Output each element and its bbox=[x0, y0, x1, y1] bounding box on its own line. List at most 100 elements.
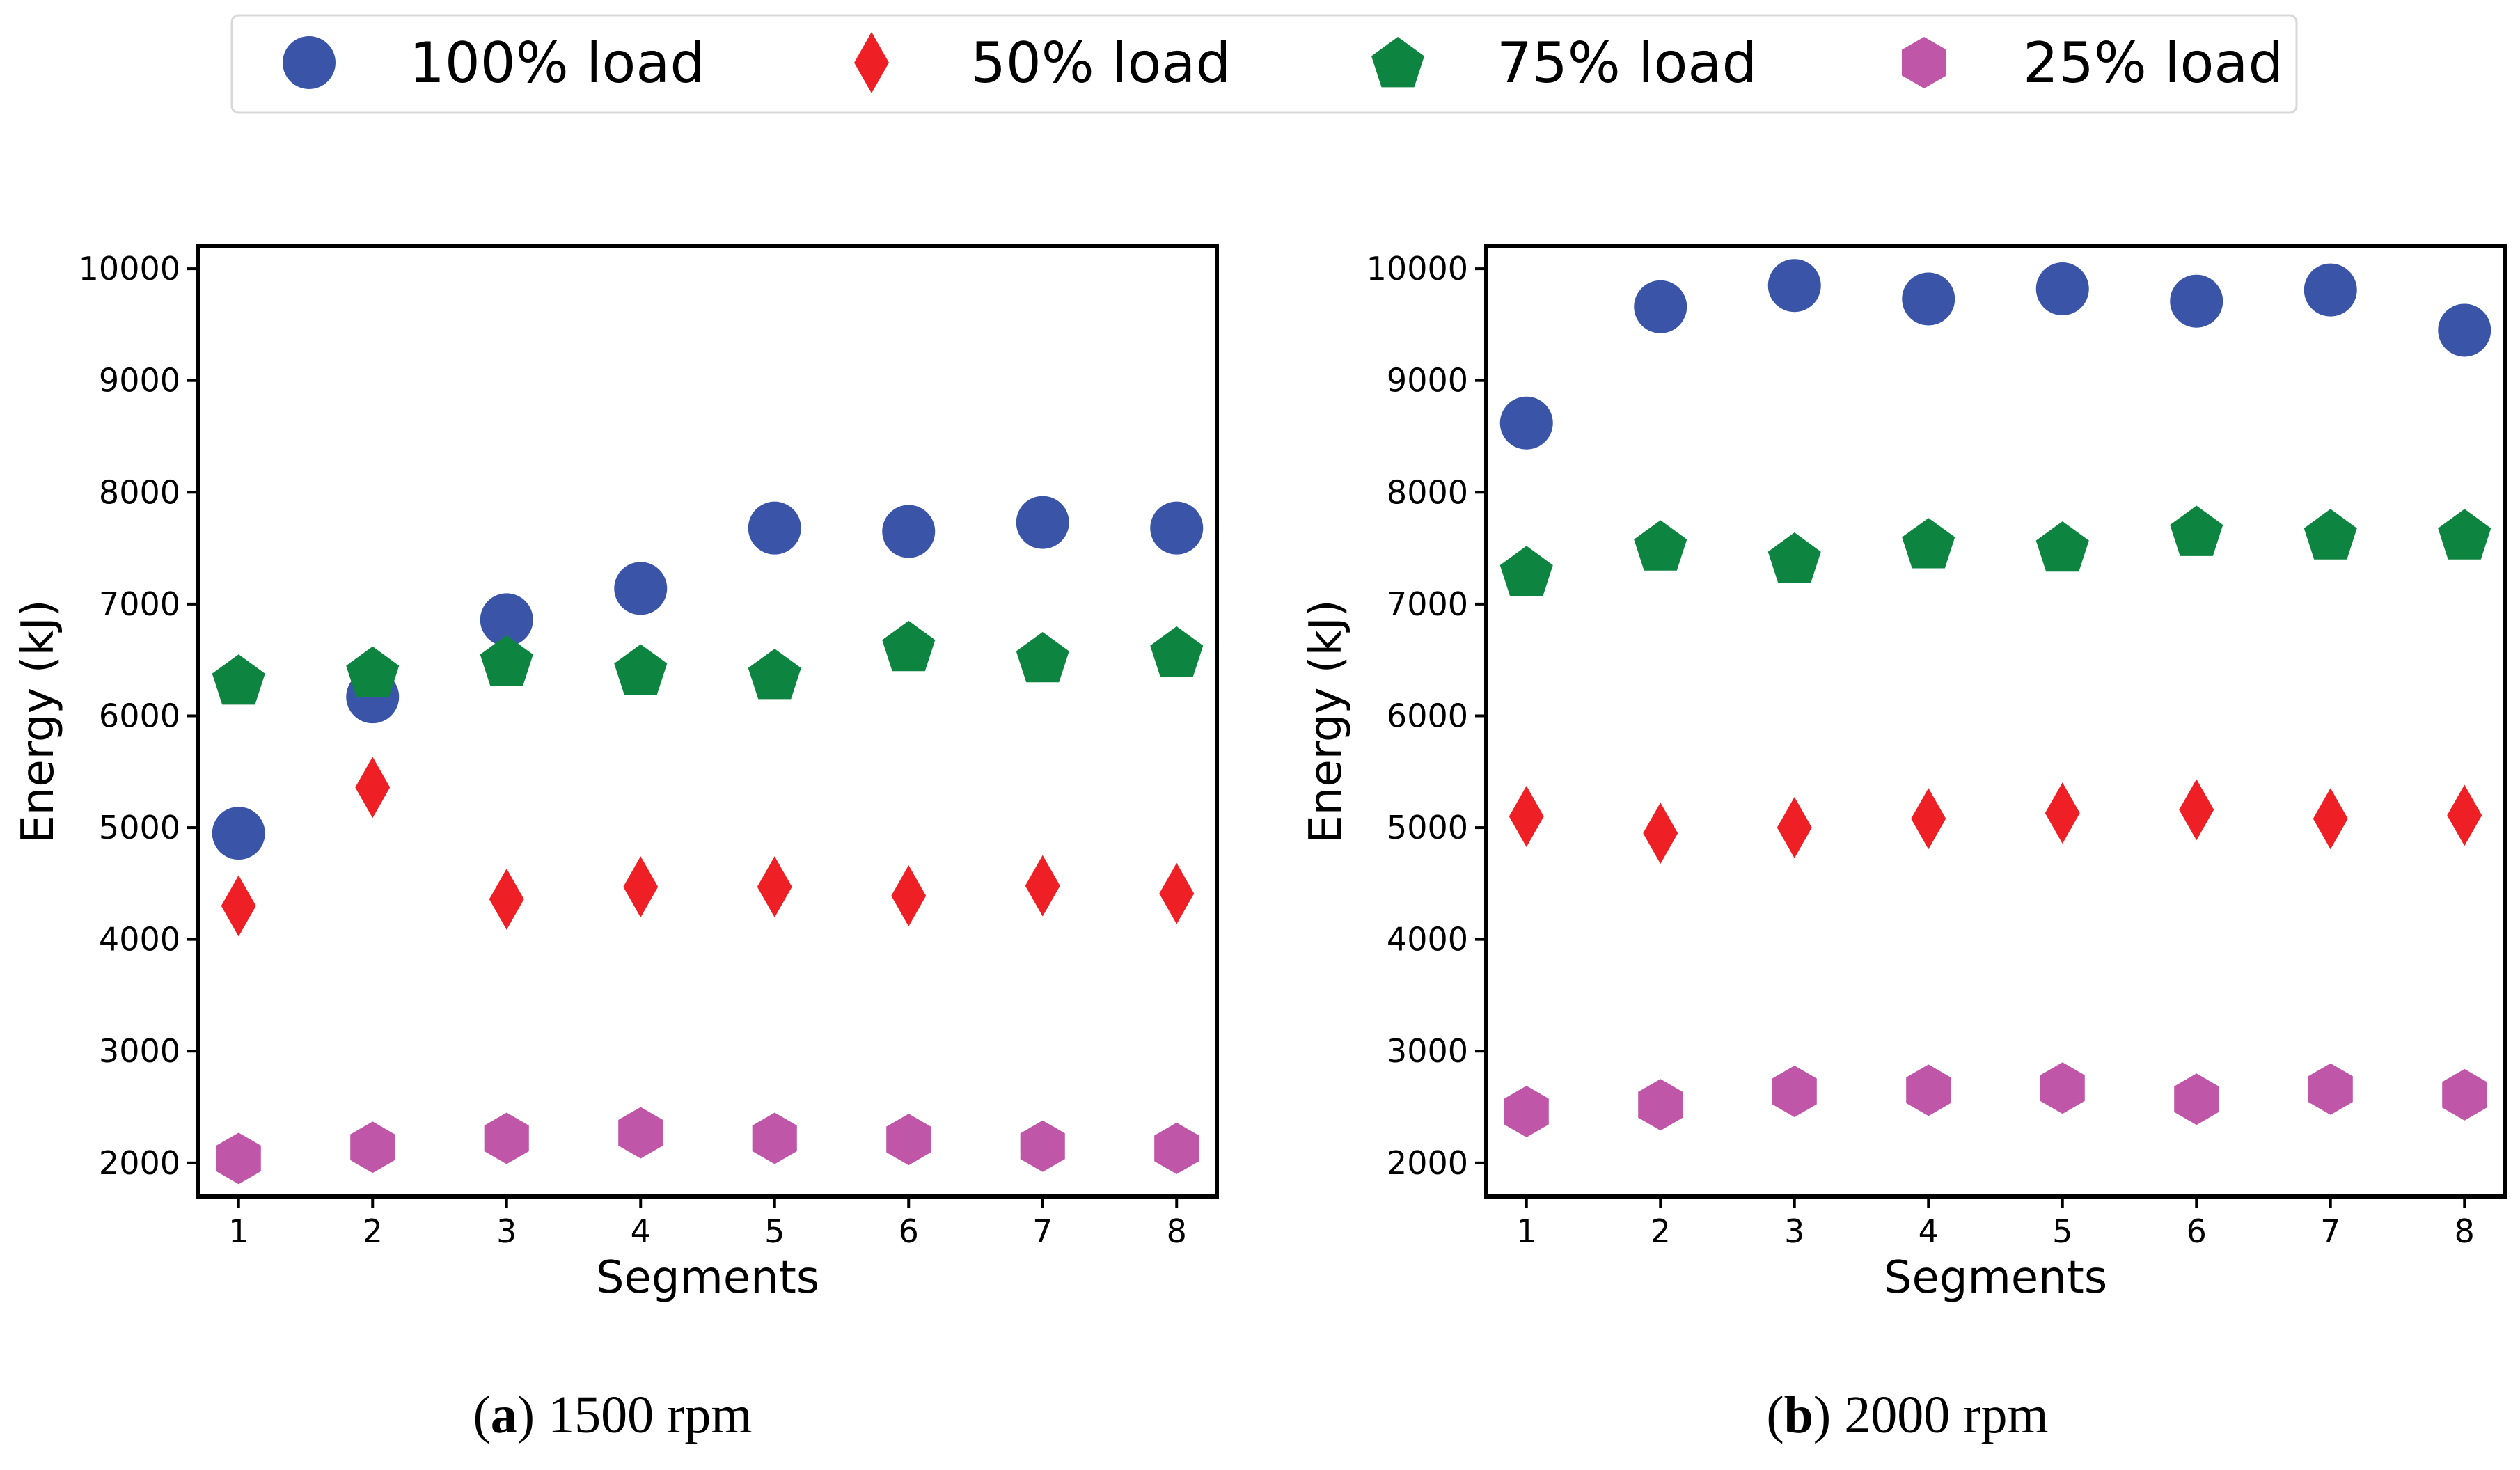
data-point-diamond bbox=[1509, 786, 1544, 847]
series-100-load bbox=[1499, 259, 2491, 450]
series-75-load bbox=[1499, 505, 2491, 596]
legend-frame bbox=[230, 14, 2298, 114]
legend-marker-pentagon-icon bbox=[1371, 37, 1424, 88]
series-75-load bbox=[212, 620, 1204, 705]
data-point-diamond bbox=[757, 856, 792, 918]
data-point-diamond bbox=[1911, 788, 1946, 850]
legend-entry-25-load: 25% load bbox=[1902, 31, 2283, 95]
y-tick-label: 5000 bbox=[1387, 809, 1468, 846]
y-axis-label: Energy (kJ) bbox=[1300, 599, 1352, 843]
data-point-hexagon bbox=[1638, 1079, 1683, 1131]
y-tick-label: 4000 bbox=[1387, 921, 1468, 958]
legend-entry-100-load: 100% load bbox=[283, 31, 705, 95]
data-point-diamond bbox=[1025, 855, 1060, 917]
data-point-hexagon bbox=[1906, 1064, 1951, 1116]
x-tick-label: 1 bbox=[228, 1212, 249, 1250]
data-point-pentagon bbox=[882, 620, 936, 672]
data-point-hexagon bbox=[1504, 1086, 1549, 1137]
caption-b-close: ) bbox=[1813, 1386, 1831, 1444]
caption-a-open: ( bbox=[473, 1386, 490, 1444]
x-tick-label: 1 bbox=[1516, 1212, 1536, 1250]
data-point-diamond bbox=[2313, 788, 2348, 850]
x-tick-label: 3 bbox=[1784, 1212, 1804, 1250]
data-point-diamond bbox=[221, 875, 256, 937]
y-tick-label: 6000 bbox=[99, 697, 180, 734]
data-point-hexagon bbox=[350, 1121, 395, 1173]
y-tick-label: 7000 bbox=[1387, 585, 1468, 623]
series-25-load bbox=[1504, 1062, 2487, 1137]
data-point-diamond bbox=[355, 757, 391, 819]
y-tick-label: 9000 bbox=[1387, 362, 1468, 400]
plot-frame-b bbox=[1484, 244, 2507, 1199]
x-tick-label: 5 bbox=[764, 1212, 785, 1250]
caption-b-text: 2000 rpm bbox=[1831, 1386, 2048, 1444]
data-point-pentagon bbox=[1634, 520, 1687, 571]
data-point-pentagon bbox=[2438, 509, 2491, 560]
y-tick-label: 10000 bbox=[1367, 250, 1468, 287]
x-tick-label: 6 bbox=[2187, 1212, 2207, 1250]
y-tick-label: 8000 bbox=[99, 473, 180, 511]
data-point-pentagon bbox=[1767, 532, 1821, 583]
data-point-diamond bbox=[1159, 862, 1195, 924]
data-point-hexagon bbox=[216, 1132, 261, 1185]
y-tick-label: 3000 bbox=[99, 1032, 180, 1070]
series-50-load bbox=[221, 757, 1195, 937]
data-point-pentagon bbox=[1016, 632, 1069, 683]
caption-b-letter: b bbox=[1784, 1386, 1813, 1444]
data-point-circle bbox=[748, 501, 801, 555]
y-tick-label: 5000 bbox=[99, 809, 180, 846]
data-point-diamond bbox=[891, 865, 927, 927]
y-tick-label: 9000 bbox=[99, 362, 180, 400]
data-point-circle bbox=[212, 807, 265, 860]
data-point-hexagon bbox=[2442, 1068, 2487, 1121]
data-point-diamond bbox=[2045, 782, 2080, 844]
y-tick-label: 2000 bbox=[99, 1144, 180, 1182]
data-point-circle bbox=[1902, 272, 1955, 326]
x-axis-label: Segments bbox=[596, 1252, 819, 1304]
chart-panel-a: 2000 3000 4000 5000 6000 7000 8000 9000 10000 1 2 3… bbox=[13, 244, 1219, 1304]
legend-hexagon-shape bbox=[1902, 37, 1946, 88]
data-point-circle bbox=[1150, 501, 1204, 555]
data-point-hexagon bbox=[2174, 1073, 2219, 1125]
data-point-hexagon bbox=[752, 1112, 797, 1164]
data-point-hexagon bbox=[2040, 1062, 2085, 1114]
x-axis-label: Segments bbox=[1884, 1252, 2107, 1304]
data-point-hexagon bbox=[1154, 1122, 1199, 1174]
x-tick-label: 4 bbox=[631, 1212, 651, 1250]
legend-marker-diamond-icon bbox=[854, 32, 889, 93]
caption-a-text: 1500 rpm bbox=[535, 1386, 752, 1444]
legend-label-75-load: 75% load bbox=[1497, 31, 1757, 95]
data-point-pentagon bbox=[1902, 518, 1955, 569]
y-tick-label: 8000 bbox=[1387, 473, 1468, 511]
data-point-hexagon bbox=[1772, 1066, 1817, 1117]
y-tick-label: 4000 bbox=[99, 921, 180, 958]
data-point-pentagon bbox=[2035, 521, 2089, 572]
data-point-diamond bbox=[1643, 803, 1678, 864]
y-tick-label: 10000 bbox=[79, 250, 180, 287]
data-point-circle bbox=[2304, 263, 2357, 317]
data-point-circle bbox=[2438, 303, 2491, 357]
caption-b: (b) 2000 rpm bbox=[1766, 1386, 2048, 1444]
data-point-pentagon bbox=[346, 646, 400, 697]
legend-entry-75-load: 75% load bbox=[1371, 31, 1757, 95]
legend-label-100-load: 100% load bbox=[409, 31, 705, 95]
data-point-hexagon bbox=[886, 1114, 931, 1166]
data-point-hexagon bbox=[484, 1112, 529, 1164]
x-tick-label: 2 bbox=[363, 1212, 383, 1250]
data-point-diamond bbox=[2447, 784, 2482, 846]
data-point-pentagon bbox=[748, 649, 801, 700]
y-tick-label: 3000 bbox=[1387, 1032, 1468, 1070]
x-tick-label: 5 bbox=[2052, 1212, 2072, 1250]
x-tick-label: 2 bbox=[1651, 1212, 1671, 1250]
legend-marker-hexagon-icon bbox=[1902, 37, 1946, 88]
x-tick-label: 8 bbox=[2455, 1212, 2475, 1250]
data-point-pentagon bbox=[614, 644, 668, 695]
data-point-hexagon bbox=[1020, 1120, 1065, 1172]
data-point-diamond bbox=[623, 856, 659, 918]
data-point-hexagon bbox=[618, 1107, 663, 1159]
x-tick-label: 3 bbox=[496, 1212, 517, 1250]
x-tick-label: 4 bbox=[1919, 1212, 1939, 1250]
data-point-circle bbox=[614, 562, 668, 615]
legend-diamond-shape bbox=[854, 32, 889, 93]
